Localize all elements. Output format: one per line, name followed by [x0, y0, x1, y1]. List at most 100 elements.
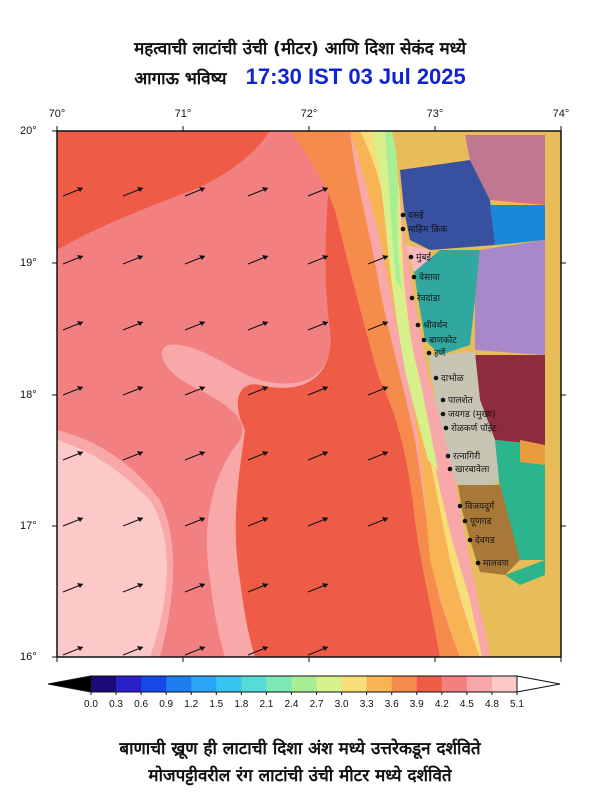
district-pune: [475, 240, 545, 355]
wave-arrow: [122, 451, 144, 461]
town-label: बाणकोट: [429, 334, 457, 346]
sea-band-yellow: [360, 131, 482, 657]
wave-arrow: [307, 583, 329, 593]
wave-arrow: [184, 646, 206, 656]
town-label: दाभोळ: [441, 372, 464, 384]
wave-arrow: [122, 517, 144, 527]
town-label: श्रीवर्धन: [423, 319, 448, 331]
lon-label-73: 73°: [426, 108, 444, 120]
wave-arrow: [62, 517, 84, 527]
district-sangli-strip: [520, 440, 545, 465]
town-marker: [409, 295, 415, 301]
colorbar-swatch: [416, 676, 443, 692]
wave-arrow: [307, 321, 329, 331]
colorbar-tick-label: 5.1: [510, 699, 524, 710]
town-marker: [467, 537, 473, 543]
colorbar-swatch: [241, 676, 267, 692]
wave-arrow: [367, 255, 389, 265]
colorbar-tick-label: 2.4: [285, 699, 299, 710]
town-marker: [443, 425, 449, 431]
colorbar-tick-label: 0.3: [109, 699, 123, 710]
district-ratnagiri: [428, 352, 500, 500]
town-marker: [421, 337, 427, 343]
lat-label-19: 19°: [20, 257, 37, 269]
wave-arrow: [184, 451, 206, 461]
wave-arrow: [367, 321, 389, 331]
wave-arrow: [367, 517, 389, 527]
wave-arrow: [367, 451, 389, 461]
town-marker: [400, 226, 406, 232]
colorbar-swatch: [391, 676, 418, 692]
town-marker: [433, 375, 439, 381]
colorbar-tick-label: 2.7: [310, 699, 324, 710]
forecast-label: आगाऊ भविष्य: [134, 69, 227, 89]
town-label: हर्णे: [434, 347, 446, 359]
wave-arrow: [307, 255, 329, 265]
wave-arrow: [184, 187, 206, 197]
town-marker: [462, 518, 468, 524]
sea-band-lime: [372, 131, 438, 470]
colorbar-tick-label: 1.5: [209, 699, 223, 710]
wave-arrow: [122, 646, 144, 656]
colorbar-max-arrow: [516, 675, 561, 693]
wave-arrow: [122, 583, 144, 593]
lat-label-17: 17°: [20, 520, 37, 532]
district-raigad: [414, 250, 480, 355]
wave-arrow: [247, 451, 269, 461]
map-frame: [56, 130, 562, 658]
sea-band-pink-light: [57, 440, 167, 657]
district-nashik: [465, 135, 545, 205]
town-label: मुंबई: [416, 251, 432, 263]
town-label: माहिम क्रिक: [408, 223, 448, 235]
graticule-ticks: [52, 126, 566, 662]
wave-arrow: [307, 517, 329, 527]
colorbar-swatch: [116, 676, 142, 692]
colorbar-tick-label: 3.3: [360, 699, 374, 710]
town-label: पालशेत: [448, 394, 474, 406]
wave-arrow: [62, 321, 84, 331]
district-goa-strip: [505, 560, 545, 585]
wave-arrow: [184, 517, 206, 527]
wave-arrow: [184, 386, 206, 396]
lat-label-20: 20°: [20, 125, 37, 137]
district-ahmednagar: [490, 205, 545, 245]
lon-label-74: 74°: [552, 108, 570, 120]
sea-band-green: [385, 131, 402, 290]
town-marker: [445, 453, 451, 459]
wave-arrow: [62, 187, 84, 197]
colorbar-swatch: [141, 676, 167, 692]
town-label: विजयदुर्ग: [465, 500, 495, 512]
colorbar-tick-label: 3.9: [410, 699, 424, 710]
town-marker: [475, 560, 481, 566]
colorbar-tick-label: 0.6: [134, 699, 148, 710]
town-marker: [440, 397, 446, 403]
town-label: वसई: [408, 209, 425, 221]
sea-band-red: [57, 131, 270, 250]
forecast-timestamp: 17:30 IST 03 Jul 2025: [245, 64, 466, 89]
colorbar-swatch: [291, 676, 318, 692]
town-label: वेसावा: [419, 271, 440, 283]
wave-arrow: [62, 386, 84, 396]
town-marker: [440, 411, 446, 417]
wave-arrow: [122, 255, 144, 265]
wave-arrow: [307, 646, 329, 656]
wave-arrow: [247, 583, 269, 593]
lon-label-72: 72°: [300, 108, 318, 120]
colorbar-tick-label: 1.2: [184, 699, 198, 710]
town-label: जयगड (मुख्य): [448, 410, 496, 420]
footer-color-note: मोजपट्टीवरील रंग लाटांची उंची मीटर मध्ये…: [148, 766, 452, 786]
colorbar-swatch: [366, 676, 393, 692]
wave-arrow: [62, 646, 84, 656]
colorbar-min-arrow: [47, 675, 92, 693]
wave-arrow: [247, 517, 269, 527]
sea-band-red-coastal: [235, 131, 440, 657]
wave-arrow: [122, 386, 144, 396]
district-palghar-thane: [400, 160, 495, 250]
town-label: रत्नागिरी: [453, 450, 481, 462]
colorbar-tick-label: 3.6: [385, 699, 399, 710]
lon-label-71: 71°: [174, 108, 192, 120]
colorbar-tick-label: 1.8: [234, 699, 248, 710]
town-marker: [400, 212, 406, 218]
colorbar-tick-label: 4.2: [435, 699, 449, 710]
